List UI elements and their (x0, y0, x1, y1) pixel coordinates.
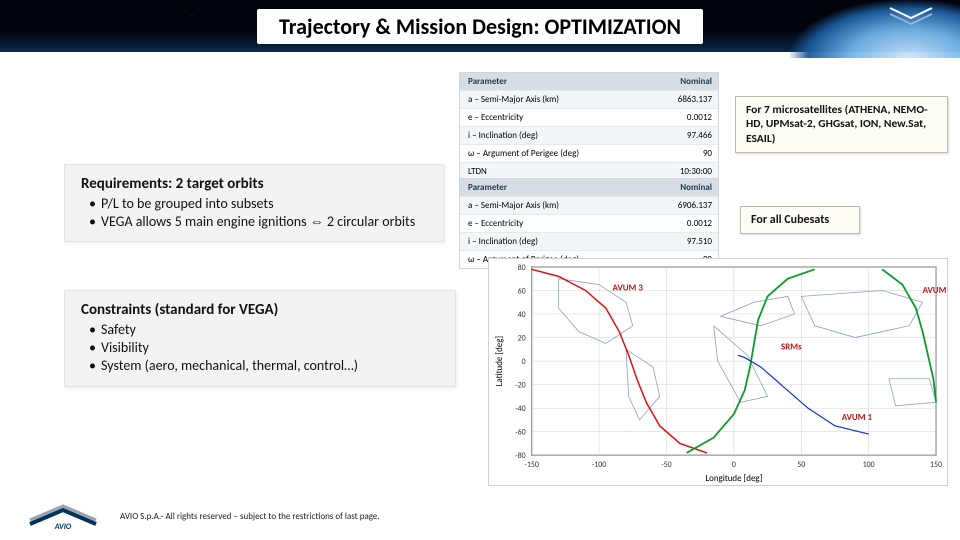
cell-nominal: 97.510 (646, 233, 718, 250)
svg-text:20: 20 (518, 334, 526, 344)
cell-parameter: i – Inclination (deg) (460, 127, 646, 144)
svg-text:AVUM 2: AVUM 2 (923, 286, 947, 296)
title-bar: Trajectory & Mission Design: OPTIMIZATIO… (0, 0, 960, 52)
svg-text:-80: -80 (515, 451, 525, 461)
svg-text:AVUM 3: AVUM 3 (613, 283, 644, 293)
cell-nominal: 6863.137 (646, 91, 718, 108)
constraints-heading: Constraints (standard for VEGA) (81, 301, 441, 319)
cell-parameter: a – Semi-Major Axis (km) (460, 91, 646, 108)
table-row: e – Eccentricity0.0012 (460, 108, 718, 126)
list-item: VEGA allows 5 main engine ignitions ⇔ 2 … (89, 213, 429, 231)
table-row: i – Inclination (deg)97.510 (460, 232, 718, 250)
col-parameter: Parameter (460, 73, 646, 90)
col-nominal: Nominal (646, 73, 718, 90)
footer-copyright: AVIO S.p.A.- All rights reserved – subje… (120, 511, 380, 522)
table-row: a – Semi-Major Axis (km)6906.137 (460, 196, 718, 214)
svg-text:0: 0 (732, 460, 736, 470)
cell-nominal: 0.0012 (646, 215, 718, 232)
svg-text:SRMs: SRMs (781, 342, 802, 352)
svg-text:-100: -100 (592, 460, 606, 470)
orbit-table-1: Parameter Nominal a – Semi-Major Axis (k… (459, 72, 719, 181)
logo-text: AVIO (54, 522, 72, 530)
list-item: System (aero, mechanical, thermal, contr… (89, 357, 441, 375)
cell-parameter: ω – Argument of Perigee (deg) (460, 145, 646, 162)
cell-nominal: 0.0012 (646, 109, 718, 126)
slide: Trajectory & Mission Design: OPTIMIZATIO… (0, 0, 960, 540)
chevron-icon (888, 6, 934, 31)
table-row: ω – Argument of Perigee (deg)90 (460, 144, 718, 162)
table-row: e – Eccentricity0.0012 (460, 214, 718, 232)
cell-parameter: e – Eccentricity (460, 215, 646, 232)
callout-cubesats: For all Cubesats (740, 206, 860, 234)
table-row: i – Inclination (deg)97.466 (460, 126, 718, 144)
orbit-table-2: Parameter Nominal a – Semi-Major Axis (k… (459, 178, 719, 269)
cell-nominal: 90 (646, 145, 718, 162)
svg-text:AVUM 1: AVUM 1 (842, 413, 873, 423)
table-header: Parameter Nominal (460, 179, 718, 196)
table-header: Parameter Nominal (460, 73, 718, 90)
list-item: Visibility (89, 339, 441, 357)
svg-text:-150: -150 (524, 460, 538, 470)
col-nominal: Nominal (646, 179, 718, 196)
avio-logo: AVIO (26, 500, 100, 530)
requirements-list: P/L to be grouped into subsetsVEGA allow… (81, 195, 429, 231)
svg-text:Longitude [deg]: Longitude [deg] (705, 474, 762, 484)
col-parameter: Parameter (460, 179, 646, 196)
callout-microsatellites: For 7 microsatellites (ATHENA, NEMO-HD, … (735, 96, 948, 153)
map-svg: -150 -100 -50 0 50 100 150 -80 -60 -40 -20 0 20 40 60 8… (489, 259, 947, 485)
cell-nominal: 6906.137 (646, 197, 718, 214)
list-item: P/L to be grouped into subsets (89, 195, 429, 213)
svg-text:50: 50 (797, 460, 805, 470)
constraints-list: SafetyVisibilitySystem (aero, mechanical… (81, 321, 441, 376)
svg-text:-40: -40 (515, 404, 525, 414)
cell-parameter: a – Semi-Major Axis (km) (460, 197, 646, 214)
svg-text:-60: -60 (515, 428, 525, 438)
requirements-block: Requirements: 2 target orbits P/L to be … (64, 164, 444, 242)
svg-text:150: 150 (930, 460, 942, 470)
constraints-block: Constraints (standard for VEGA) SafetyVi… (64, 290, 456, 387)
svg-text:60: 60 (518, 286, 526, 296)
requirements-heading: Requirements: 2 target orbits (81, 175, 429, 193)
svg-text:40: 40 (518, 310, 526, 320)
list-item: Safety (89, 321, 441, 339)
cell-nominal: 97.466 (646, 127, 718, 144)
cell-parameter: e – Eccentricity (460, 109, 646, 126)
svg-text:-50: -50 (661, 460, 671, 470)
cell-parameter: i – Inclination (deg) (460, 233, 646, 250)
table-row: a – Semi-Major Axis (km)6863.137 (460, 90, 718, 108)
svg-text:-20: -20 (515, 381, 525, 391)
slide-title: Trajectory & Mission Design: OPTIMIZATIO… (257, 9, 703, 44)
svg-text:0: 0 (522, 357, 526, 367)
trajectory-map: -150 -100 -50 0 50 100 150 -80 -60 -40 -20 0 20 40 60 8… (488, 258, 948, 486)
svg-text:80: 80 (518, 263, 526, 273)
svg-text:100: 100 (863, 460, 875, 470)
svg-text:Latitude [deg]: Latitude [deg] (495, 336, 505, 387)
